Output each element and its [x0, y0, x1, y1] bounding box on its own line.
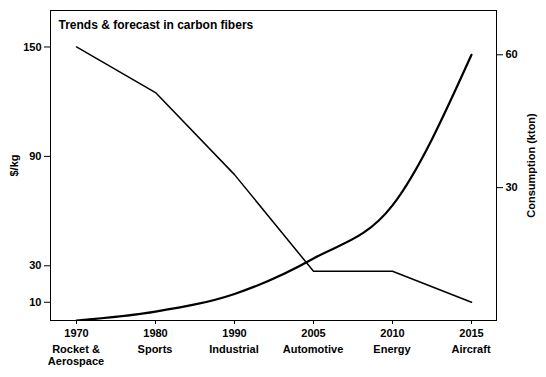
svg-text:1970: 1970 — [64, 327, 88, 339]
svg-text:30: 30 — [29, 259, 41, 271]
svg-text:1990: 1990 — [222, 327, 246, 339]
html-text:Sports: Sports — [137, 343, 173, 355]
svg-text:1980: 1980 — [143, 327, 167, 339]
svg-text:2005: 2005 — [301, 327, 325, 339]
html-text:Industrial: Industrial — [209, 343, 259, 355]
svg-text:Consumption (kton): Consumption (kton) — [525, 113, 537, 218]
svg-text:Trends & forecast in carbon fi: Trends & forecast in carbon fibers — [59, 18, 254, 32]
svg-text:10: 10 — [29, 296, 41, 308]
svg-text:2010: 2010 — [380, 327, 404, 339]
svg-text:30: 30 — [506, 181, 518, 193]
html-text:Energy: Energy — [373, 343, 411, 355]
html-text:Rocket & Aerospace: Rocket & Aerospace — [47, 343, 105, 367]
html-text:Automotive: Automotive — [282, 343, 344, 355]
svg-text:$/kg: $/kg — [8, 154, 20, 176]
svg-text:60: 60 — [506, 48, 518, 60]
svg-text:150: 150 — [23, 40, 41, 52]
svg-text:90: 90 — [29, 150, 41, 162]
svg-text:2015: 2015 — [459, 327, 483, 339]
html-text:Aircraft: Aircraft — [451, 343, 491, 355]
